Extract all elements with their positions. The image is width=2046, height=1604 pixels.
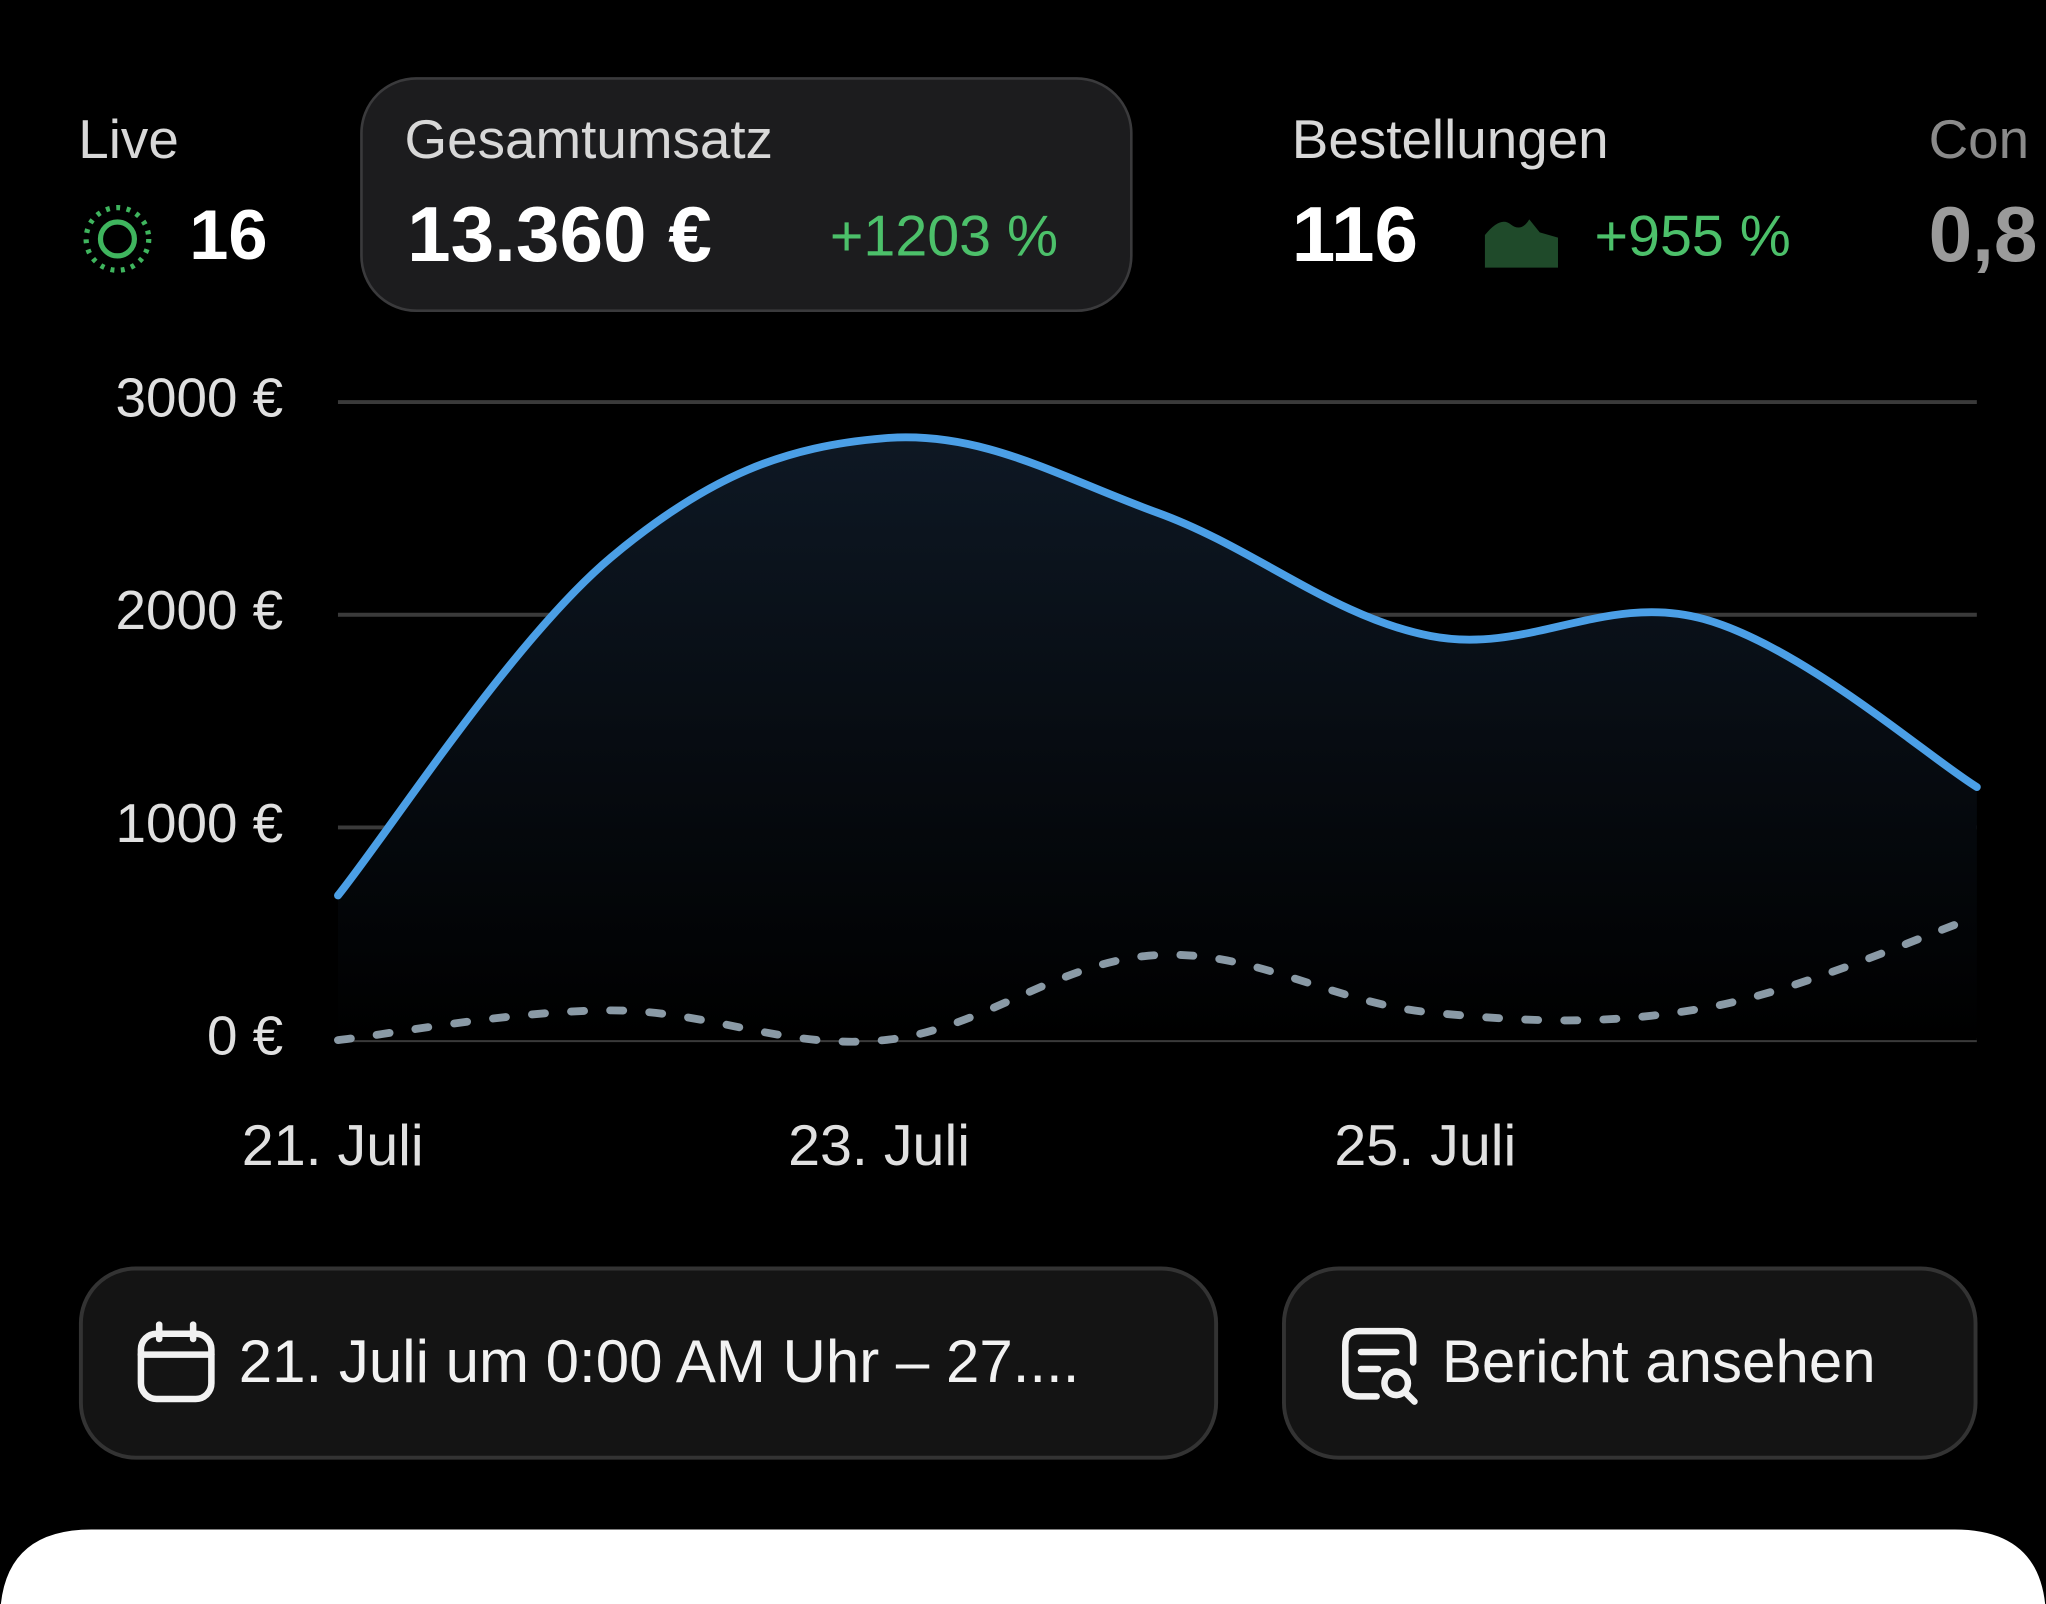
metric-label: Live xyxy=(78,108,179,170)
metric-value: 13.360 € xyxy=(407,190,712,278)
live-ring xyxy=(83,205,152,273)
date-range-button[interactable]: 21. Juli um 0:00 AM Uhr – 27.... xyxy=(78,1266,1219,1460)
button-label: Bericht ansehen xyxy=(1442,1328,1876,1395)
bottom-sheet xyxy=(0,1529,2046,1604)
calendar-icon xyxy=(137,1321,215,1403)
report-icon xyxy=(1342,1327,1418,1405)
metric-value: 16 xyxy=(189,195,267,274)
y-tick-label: 3000 € xyxy=(116,367,284,429)
metric-value: 116 xyxy=(1292,190,1418,278)
x-tick-label: 25. Juli xyxy=(1334,1114,1516,1178)
line xyxy=(334,912,1981,1046)
metric-orders[interactable]: Bestellungen 116 +955 % xyxy=(1292,108,1791,278)
button-label: 21. Juli um 0:00 AM Uhr – 27.... xyxy=(239,1328,1080,1395)
metric-revenue[interactable]: Gesamtumsatz 13.360 € +1203 % xyxy=(360,77,1133,313)
metric-change: +1203 % xyxy=(830,204,1058,268)
x-tick-label: 21. Juli xyxy=(242,1114,424,1178)
metric-card xyxy=(360,77,1133,313)
live-dot xyxy=(97,219,138,259)
metric-label: Gesamtumsatz xyxy=(405,108,773,170)
metric-label: Con xyxy=(1929,108,2030,170)
metric-change: +955 % xyxy=(1595,204,1791,268)
metric-live[interactable]: Live 16 xyxy=(78,108,267,274)
chart: 0 € 1000 € 2000 € 3000 € 21. Juli 23. Juli 25.… xyxy=(116,367,1981,1178)
metric-value: 0,8 xyxy=(1929,190,2038,278)
area xyxy=(337,437,1977,1041)
y-tick-label: 0 € xyxy=(207,1005,283,1067)
y-tick-label: 1000 € xyxy=(116,792,284,854)
x-tick-label: 23. Juli xyxy=(788,1114,970,1178)
y-tick-label: 2000 € xyxy=(116,579,284,641)
metric-conversion[interactable]: Con 0,8 xyxy=(1929,108,2038,278)
report-button[interactable]: Bericht ansehen xyxy=(1282,1266,1978,1460)
button-bg xyxy=(1282,1266,1978,1460)
button-bg xyxy=(78,1266,1219,1460)
sparkline-icon xyxy=(1484,219,1558,268)
line xyxy=(334,433,1981,900)
metric-label: Bestellungen xyxy=(1292,108,1609,170)
